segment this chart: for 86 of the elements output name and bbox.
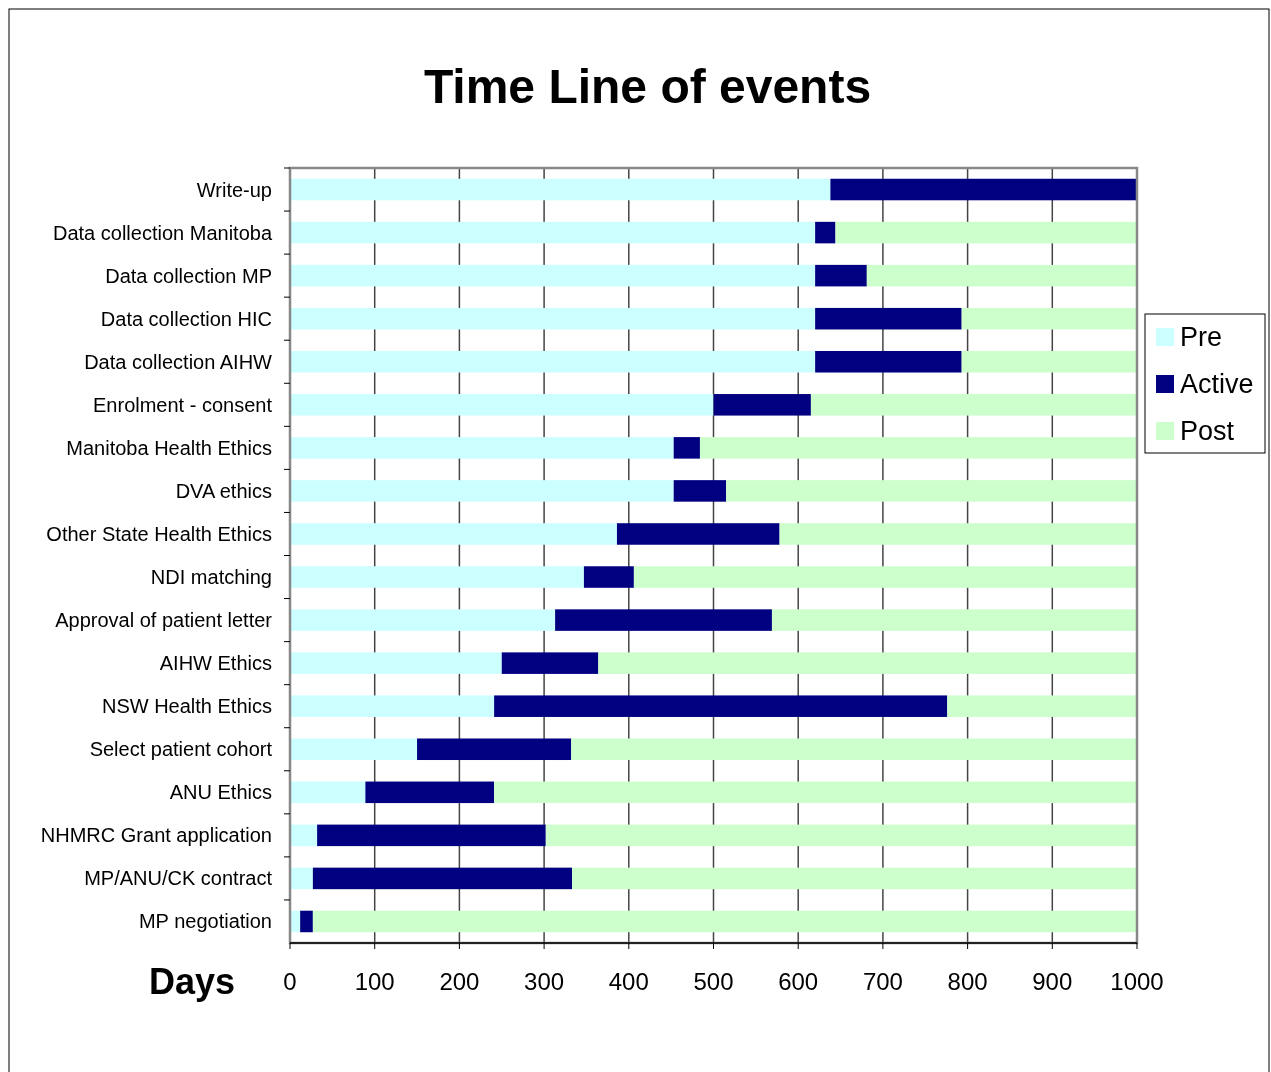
bar xyxy=(312,910,1137,933)
x-tick-label: 200 xyxy=(439,968,480,995)
bar xyxy=(815,307,962,330)
bar xyxy=(494,781,1137,804)
bar xyxy=(290,738,418,761)
bar xyxy=(290,178,831,201)
bar xyxy=(317,824,546,847)
bar xyxy=(947,695,1137,717)
bar xyxy=(290,609,556,631)
legend-label: Active xyxy=(1180,369,1254,399)
bar xyxy=(726,480,1137,502)
y-tick-label: DVA ethics xyxy=(175,479,272,502)
bar xyxy=(290,264,816,287)
y-tick-label: Data collection Manitoba xyxy=(52,221,273,244)
x-tick-label: 700 xyxy=(862,968,903,995)
bar xyxy=(290,523,617,545)
bar xyxy=(810,394,1137,416)
bar xyxy=(835,221,1137,244)
bar xyxy=(673,437,700,459)
y-tick-label: MP negotiation xyxy=(138,910,272,933)
bar xyxy=(713,394,811,416)
bar xyxy=(815,264,867,287)
chart-title: Time Line of events xyxy=(423,60,872,113)
bar xyxy=(815,350,962,373)
bar xyxy=(300,910,313,933)
bar xyxy=(494,695,948,717)
x-tick-label: 100 xyxy=(354,968,395,995)
x-tick-label: 500 xyxy=(693,968,734,995)
x-axis-title: Days xyxy=(148,961,236,1002)
bar xyxy=(583,566,634,588)
bar xyxy=(571,738,1137,761)
x-tick-label: 600 xyxy=(778,968,819,995)
legend-label: Pre xyxy=(1180,322,1223,352)
y-tick-label: Other State Health Ethics xyxy=(46,522,272,545)
bar xyxy=(290,350,816,373)
bar xyxy=(290,480,674,502)
bar xyxy=(290,695,495,717)
x-tick-label: 0 xyxy=(283,968,297,995)
y-tick-label: ANU Ethics xyxy=(169,781,272,804)
y-tick-label: Select patient cohort xyxy=(89,738,273,761)
bar xyxy=(598,652,1137,674)
bar xyxy=(555,609,772,631)
bar xyxy=(633,566,1137,588)
bar xyxy=(365,781,495,804)
y-tick-label: NHMRC Grant application xyxy=(40,824,272,847)
bar xyxy=(290,824,318,847)
bar xyxy=(572,867,1137,890)
bar xyxy=(815,221,836,244)
y-tick-label: NDI matching xyxy=(150,566,272,589)
bar xyxy=(290,781,366,804)
bar xyxy=(830,178,1137,201)
x-tick-label: 400 xyxy=(608,968,649,995)
bar xyxy=(312,867,573,890)
bar xyxy=(290,221,816,244)
y-tick-label: Data collection HIC xyxy=(100,307,272,330)
bar xyxy=(290,867,313,890)
y-tick-label: Data collection AIHW xyxy=(84,350,273,373)
bar xyxy=(616,523,780,545)
x-tick-label: 300 xyxy=(524,968,565,995)
legend-label: Post xyxy=(1180,416,1235,446)
y-tick-label: Approval of patient letter xyxy=(55,609,273,632)
bar xyxy=(699,437,1137,459)
y-tick-label: AIHW Ethics xyxy=(159,652,272,675)
bar xyxy=(290,437,674,459)
bar xyxy=(779,523,1137,545)
y-tick-label: Enrolment - consent xyxy=(93,393,273,416)
bar xyxy=(961,307,1137,330)
x-tick-label: 1000 xyxy=(1110,968,1164,995)
bar xyxy=(290,394,714,416)
x-tick-label: 900 xyxy=(1032,968,1073,995)
bar xyxy=(545,824,1137,847)
y-tick-label: Manitoba Health Ethics xyxy=(66,436,272,459)
y-tick-label: Write-up xyxy=(196,178,272,201)
bar xyxy=(501,652,599,674)
bar xyxy=(290,566,584,588)
bar xyxy=(290,652,502,674)
bar xyxy=(417,738,572,761)
y-tick-label: NSW Health Ethics xyxy=(101,695,272,718)
bar xyxy=(673,480,727,502)
bar xyxy=(961,350,1137,373)
x-tick-label: 800 xyxy=(947,968,988,995)
bar xyxy=(866,264,1137,287)
bar xyxy=(771,609,1137,631)
y-tick-label: Data collection MP xyxy=(105,264,272,287)
bar xyxy=(290,307,816,330)
y-tick-label: MP/ANU/CK contract xyxy=(84,867,273,890)
